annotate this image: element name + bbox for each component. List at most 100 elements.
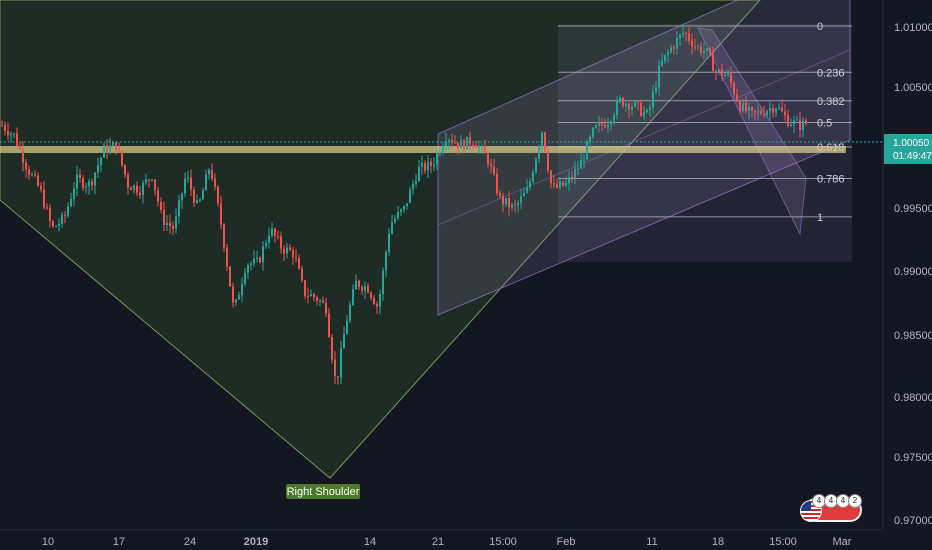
- price-tick-label: 0.99000: [894, 266, 932, 278]
- right-shoulder-annotation[interactable]: Right Shoulder: [286, 484, 360, 499]
- candle-body: [664, 55, 666, 61]
- candle-body: [349, 304, 351, 321]
- candle-body: [451, 140, 453, 143]
- candle-body: [604, 125, 606, 128]
- candle-body: [448, 140, 450, 142]
- fib-level-label: 0.236: [817, 67, 845, 79]
- candle-body: [730, 73, 732, 84]
- candle-body: [199, 199, 201, 201]
- candle-body: [412, 183, 414, 190]
- candle-body: [136, 185, 138, 193]
- candles-group: [1, 26, 807, 385]
- candle-body: [91, 181, 93, 186]
- candle-body: [145, 179, 147, 183]
- candle-body: [595, 125, 597, 128]
- candle-body: [88, 181, 90, 187]
- candle-body: [298, 258, 300, 269]
- candle-body: [247, 264, 249, 273]
- candle-body: [589, 136, 591, 142]
- candle-body: [49, 207, 51, 221]
- candle-body: [529, 181, 531, 188]
- candle-body: [736, 94, 738, 102]
- candle-body: [322, 300, 324, 303]
- triangle-drawing[interactable]: [0, 0, 761, 479]
- candle-body: [601, 122, 603, 126]
- candle-body: [265, 242, 267, 247]
- candle-body: [481, 146, 483, 148]
- candle-body: [544, 132, 546, 152]
- candle-body: [691, 40, 693, 47]
- candle-body: [475, 145, 477, 148]
- fib-retracement-area[interactable]: [558, 24, 852, 262]
- candle-body: [220, 203, 222, 225]
- candle-body: [466, 136, 468, 150]
- candle-body: [436, 153, 438, 165]
- fib-level-label: 1: [817, 212, 823, 224]
- candle-body: [202, 190, 204, 200]
- candle-body: [301, 268, 303, 281]
- candle-body: [79, 174, 81, 179]
- candle-body: [427, 161, 429, 171]
- ascending-channel[interactable]: [437, 0, 851, 316]
- candle-body: [523, 192, 525, 197]
- candle-body: [772, 108, 774, 113]
- candle-body: [391, 222, 393, 234]
- candle-body: [673, 47, 675, 49]
- candle-body: [406, 203, 408, 207]
- candle-body: [757, 110, 759, 113]
- candle-body: [31, 174, 33, 176]
- candle-body: [418, 166, 420, 182]
- candle-body: [286, 247, 288, 254]
- candle-body: [616, 100, 618, 116]
- candle-body: [4, 125, 6, 131]
- candle-body: [61, 215, 63, 225]
- fib-level-label: 0: [817, 21, 823, 33]
- candle-body: [43, 189, 45, 208]
- candle-body: [571, 176, 573, 178]
- candle-body: [148, 179, 150, 181]
- candle-body: [709, 48, 711, 54]
- candle-body: [670, 47, 672, 53]
- candle-body: [19, 145, 21, 150]
- candle-body: [724, 75, 726, 77]
- candle-body: [10, 133, 12, 136]
- candle-body: [568, 176, 570, 183]
- candle-body: [622, 97, 624, 107]
- candle-body: [190, 177, 192, 190]
- candle-body: [271, 228, 273, 236]
- candle-body: [433, 164, 435, 167]
- candle-body: [403, 206, 405, 210]
- horizontal-level-band[interactable]: [0, 146, 846, 153]
- candle-body: [613, 115, 615, 122]
- candle-body: [400, 209, 402, 213]
- candle-body: [628, 104, 630, 110]
- events-badge[interactable]: 4 4 4 2: [800, 494, 862, 522]
- price-tick-label: 1.01000: [894, 22, 932, 34]
- candle-body: [346, 320, 348, 335]
- candle-body: [13, 133, 15, 135]
- candle-body: [394, 218, 396, 223]
- price-tick-label: 0.98500: [894, 330, 932, 342]
- candle-body: [112, 142, 114, 146]
- candle-body: [160, 201, 162, 210]
- candle-body: [793, 120, 795, 125]
- candle-body: [217, 186, 219, 204]
- candle-body: [460, 140, 462, 148]
- candle-body: [37, 175, 39, 186]
- candle-body: [82, 178, 84, 188]
- candle-body: [340, 348, 342, 378]
- candle-body: [55, 226, 57, 228]
- candle-body: [784, 111, 786, 116]
- candle-body: [94, 172, 96, 186]
- candle-body: [697, 46, 699, 48]
- candle-body: [46, 207, 48, 209]
- candle-body: [325, 302, 327, 314]
- descending-channel[interactable]: [697, 27, 807, 236]
- time-tick-label: 2019: [244, 536, 268, 548]
- candle-body: [205, 174, 207, 191]
- time-axis[interactable]: 10 17 24 2019 14 21 15:00 Feb 11 18 15:00 Mar: [42, 536, 852, 548]
- candle-body: [751, 107, 753, 111]
- candle-body: [634, 102, 636, 107]
- time-tick-label: 15:00: [769, 536, 797, 548]
